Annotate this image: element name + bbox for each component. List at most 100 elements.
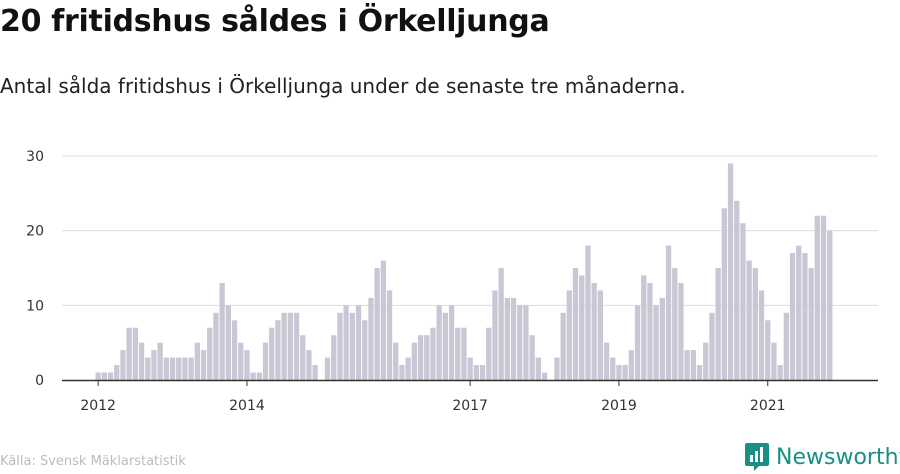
bar [238,342,244,380]
bar [678,282,684,380]
bar [362,320,368,380]
bar [200,350,207,380]
bar [467,357,473,380]
bar [194,342,200,380]
bar [603,342,610,380]
bar [628,350,634,380]
chart-subtitle: Antal sålda fritidshus i Örkelljunga und… [0,74,686,98]
x-tick-label: 2014 [229,398,265,414]
y-tick-label: 0 [35,373,44,389]
newsworthy-logo-icon [745,443,769,471]
bar [796,245,802,380]
bar [324,357,331,380]
bar [634,305,641,380]
bar [616,365,622,380]
bar [281,312,287,380]
bar [535,357,541,380]
bar [417,335,424,380]
bar [665,245,672,380]
highlight-value-label: 20 [827,0,847,4]
bar [523,305,529,380]
bar [250,372,256,380]
x-tick-label: 2012 [80,398,116,414]
bar [721,208,727,380]
bar [783,312,789,380]
bar [262,342,269,380]
bar [647,282,653,380]
bar [207,327,213,380]
bar [293,312,300,380]
y-tick-label: 10 [26,298,44,314]
bar [151,350,157,380]
bar [814,215,820,380]
bar [690,350,696,380]
bar [430,327,436,380]
bar [188,357,194,380]
chart-title: 20 fritidshus såldes i Örkelljunga [0,4,550,39]
bar [256,372,262,380]
bar [541,372,548,380]
bar [448,305,455,380]
bar [765,320,771,380]
bar [653,305,659,380]
source-note: Källa: Svensk Mäklarstatistik [0,454,186,469]
bar [176,357,182,380]
brand-name: Newsworthy [776,444,900,470]
x-axis [62,379,878,386]
bar [752,268,758,380]
bar [473,365,479,380]
bar [399,365,405,380]
bar [771,342,777,380]
bar [455,327,461,380]
x-tick-label: 2021 [750,398,786,414]
bar [820,215,827,380]
bar [374,268,380,380]
labels: 0 10 20 30 2012 2014 2017 2019 2021 20 [26,0,847,414]
bar [219,282,225,380]
bar [659,297,665,380]
bar [393,342,399,380]
bar [597,290,603,380]
bar [225,305,231,380]
bar [138,342,145,380]
bar [386,290,393,380]
bar [572,268,579,380]
bar [331,335,337,380]
bar [343,305,349,380]
bars [95,163,833,380]
bar [709,312,715,380]
bar [182,357,188,380]
bar [163,357,169,380]
bar [486,327,492,380]
bar [610,357,616,380]
x-tick-label: 2017 [452,398,488,414]
bar [269,327,275,380]
bar [746,260,752,380]
bar [442,312,448,380]
bar [368,297,374,380]
bar [101,372,107,380]
bar [145,357,151,380]
bar [169,357,176,380]
bar [585,245,591,380]
bar [114,365,120,380]
bar [436,305,442,380]
bar [622,365,628,380]
y-tick-label: 30 [26,149,44,165]
bar [777,365,783,380]
bar [213,312,219,380]
bar [517,305,523,380]
bar [312,365,318,380]
bar-chart: 0 10 20 30 2012 2014 2017 2019 2021 20 [26,0,878,414]
bar [554,357,560,380]
bar [132,327,138,380]
bar [510,297,517,380]
bar [504,297,510,380]
bar [424,335,430,380]
bar [579,275,585,380]
bar [337,312,343,380]
bar [244,350,250,380]
bar [479,365,486,380]
bar [95,372,101,380]
bar [715,268,721,380]
